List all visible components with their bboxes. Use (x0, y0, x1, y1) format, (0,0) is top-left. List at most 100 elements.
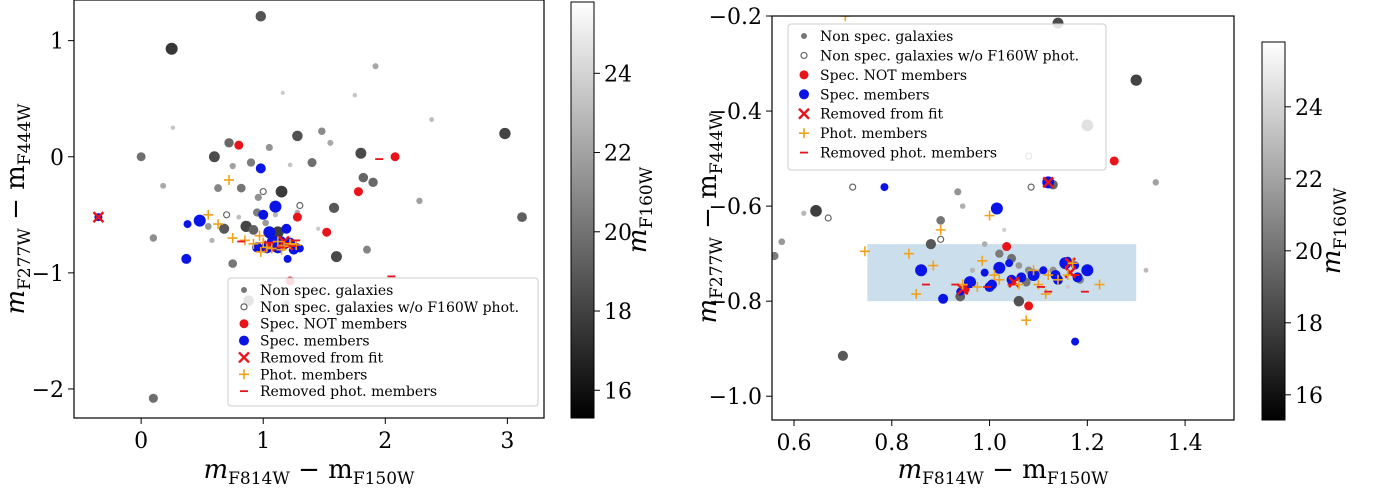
legend-label: Non spec. galaxies w/o F160W phot. (820, 48, 1079, 64)
point-phot-member (285, 238, 296, 249)
colorbar: 16 18 20 22 24 mF160W (570, 1, 657, 419)
point-spec-member (252, 242, 263, 253)
colorbar: 16 18 20 22 24 mF160W (1261, 41, 1351, 421)
point-non-spec-no-f160w (222, 211, 231, 219)
point-phot-member (1067, 258, 1078, 269)
point-non-spec (208, 151, 220, 163)
legend-label: Non spec. galaxies w/o F160W phot. (260, 300, 519, 316)
point-spec-not-member (1002, 242, 1012, 252)
point-non-spec (228, 259, 238, 268)
point-spec-member (880, 183, 889, 192)
legend-label: Spec. NOT members (820, 68, 967, 84)
x-tick-label: 1.0 (972, 431, 1007, 456)
point-non-spec (160, 182, 167, 189)
legend-marker-spec-not-member (239, 319, 249, 329)
chart-panel-2: 0.6 0.8 1.0 1.2 1.4 −1.0 −0.8 −0.6 −0.4 −0.2 mF814… (693, 5, 1351, 489)
legend-marker-removed-from-fit (238, 351, 250, 364)
point-non-spec (429, 117, 435, 123)
y-axis-label: mF277W − mF444W (693, 112, 727, 324)
point-phot-member (1021, 315, 1032, 326)
point-phot-member (957, 279, 968, 290)
point-non-spec (372, 63, 379, 70)
x-tick-label: 3 (500, 429, 514, 454)
legend-label: Non spec. galaxies (820, 29, 953, 45)
colorbar-tick-label: 16 (1295, 384, 1323, 409)
point-non-spec (148, 393, 158, 403)
point-non-spec (236, 183, 246, 193)
point-phot-member (928, 260, 939, 271)
point-non-spec (272, 226, 284, 239)
legend-label: Spec. NOT members (260, 317, 407, 333)
legend-label: Phot. members (260, 367, 367, 383)
point-spec-not-member (292, 212, 302, 222)
point-non-spec (517, 212, 527, 223)
point-non-spec (265, 143, 273, 152)
x-tick-label: 0.8 (874, 431, 909, 456)
point-spec-member (263, 226, 276, 239)
point-spec-not-member (322, 227, 332, 237)
colorbar-tick-label: 20 (604, 221, 632, 246)
point-spec-member (990, 202, 1003, 215)
point-non-spec (248, 225, 259, 235)
y-axis-label: mF277W − mF444W (1, 103, 35, 315)
point-spec-member (1005, 259, 1014, 268)
y-tick-label: −0.8 (709, 290, 762, 315)
point-phot-member (989, 270, 1000, 281)
point-non-spec (280, 90, 285, 95)
point-non-spec (272, 212, 279, 218)
colorbar-gradient (570, 1, 595, 419)
point-non-spec (778, 238, 786, 246)
point-non-spec (136, 152, 146, 162)
y-tick-label: −2 (32, 378, 64, 403)
point-non-spec (318, 127, 326, 135)
point-spec-member (283, 254, 292, 263)
point-spec-member (181, 253, 192, 264)
point-spec-member (269, 200, 282, 213)
point-removed-from-fit (1008, 276, 1020, 289)
point-phot-member (272, 236, 283, 247)
point-non-spec (995, 249, 1004, 258)
point-non-spec (292, 130, 303, 142)
point-non-spec (1015, 262, 1023, 269)
point-non-spec (352, 92, 358, 98)
point-spec-member (193, 214, 206, 227)
point-non-spec (170, 125, 176, 130)
point-non-spec (287, 162, 293, 168)
legend-box (787, 23, 1107, 171)
point-phot-member (911, 289, 922, 300)
point-non-spec-no-f160w (259, 187, 267, 196)
point-non-spec (936, 216, 945, 225)
x-tick-label: 1 (256, 429, 270, 454)
point-spec-member (183, 220, 192, 229)
point-phot-member (291, 239, 302, 250)
point-phot-member (1033, 279, 1044, 290)
point-spec-member (938, 293, 949, 304)
legend-label: Spec. members (260, 334, 370, 350)
point-non-spec (1002, 227, 1007, 232)
y-tick-label: −0.2 (709, 5, 762, 30)
point-non-spec (1152, 179, 1159, 186)
colorbar-tick-label: 22 (604, 142, 632, 167)
point-removed-from-fit (92, 211, 105, 223)
point-non-spec (316, 226, 321, 231)
legend-marker-spec-not-member (799, 70, 809, 80)
point-phot-member (840, 16, 851, 21)
point-phot-member (227, 233, 238, 244)
point-spec-member (1081, 264, 1094, 277)
point-non-spec (275, 185, 288, 198)
x-tick-label: 2 (378, 429, 392, 454)
point-non-spec (246, 158, 256, 167)
point-non-spec (969, 267, 976, 273)
point-spec-member (281, 223, 292, 234)
point-spec-member (993, 261, 1006, 274)
point-phot-member (1013, 279, 1024, 290)
point-non-spec (224, 138, 234, 148)
point-non-spec-no-f160w (824, 214, 832, 222)
point-non-spec-no-f160w (296, 201, 304, 210)
point-non-spec (254, 193, 262, 201)
point-non-spec (981, 241, 988, 247)
point-non-spec (1130, 74, 1142, 86)
point-phot-member (859, 246, 870, 257)
point-removed-from-fit (1064, 266, 1077, 279)
